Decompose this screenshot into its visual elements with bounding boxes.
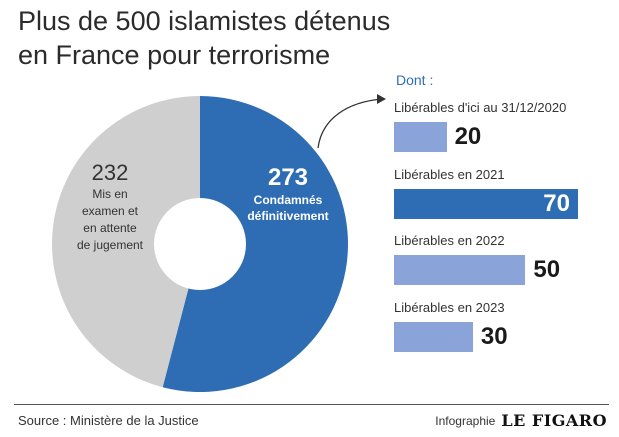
footer-divider [14, 404, 609, 405]
grey-slice-text-2: examen et [81, 204, 139, 218]
blue-slice-label: 273 Condamnés définitivement [232, 164, 344, 224]
donut-slice-en-attente [52, 96, 200, 388]
bar [394, 255, 526, 285]
bar-value-label: 70 [543, 190, 570, 217]
donut-slice-condamnes [162, 96, 349, 393]
blue-slice-text-2: définitivement [247, 209, 329, 223]
bar-category-label: Libérables en 2022 [394, 233, 505, 248]
bar-value-label: 50 [533, 256, 561, 283]
chart-title: Plus de 500 islamistes détenus en France… [18, 4, 578, 72]
arrow-head-icon [377, 94, 386, 104]
bar [394, 322, 473, 352]
blue-slice-value: 273 [267, 164, 309, 191]
grey-slice-text-3: en attente [83, 221, 137, 235]
grey-slice-value: 232 [91, 160, 129, 185]
donut-hole [154, 198, 246, 290]
blue-slice-text-1: Condamnés [253, 193, 323, 207]
bar-category-label: Libérables en 2023 [394, 300, 505, 315]
dont-label: Dont : [396, 72, 434, 88]
bar-category-label: Libérables d'ici au 31/12/2020 [394, 100, 567, 115]
bar [394, 122, 447, 152]
credit-prefix: Infographie [435, 413, 496, 428]
source-note: Source : Ministère de la Justice [18, 413, 199, 428]
credit: Infographie LE FIGARO [435, 411, 607, 430]
bar-value-label: 30 [480, 323, 508, 350]
pointer-arrow [317, 98, 383, 149]
grey-slice-text-4: de jugement [76, 238, 144, 252]
bar-category-label: Libérables en 2021 [394, 167, 505, 182]
title-line-2: en France pour terrorisme [18, 40, 331, 70]
bar [394, 189, 578, 219]
grey-slice-label: 232 Mis en examen et en attente de jugem… [55, 160, 165, 254]
bar-value-label: 20 [454, 123, 482, 150]
title-line-1: Plus de 500 islamistes détenus [18, 6, 391, 36]
grey-slice-text-1: Mis en [92, 187, 128, 201]
brand-logo: LE FIGARO [501, 411, 607, 430]
